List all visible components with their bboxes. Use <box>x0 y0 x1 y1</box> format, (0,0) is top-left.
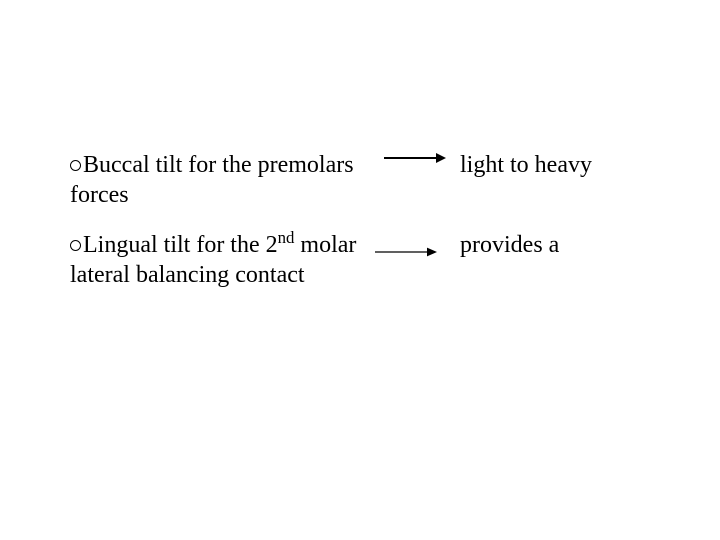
item1-left-line2: forces <box>70 182 129 208</box>
bullet-item-2-left: Lingual tilt for the 2nd molar lateral b… <box>70 230 380 290</box>
item2-left-post: molar <box>294 232 356 258</box>
item1-left-line1: Buccal tilt for the premolars <box>83 152 354 178</box>
bullet-icon <box>70 160 81 171</box>
arrow-icon <box>375 245 439 259</box>
item1-right: light to heavy <box>460 152 592 178</box>
bullet-item-1-left: Buccal tilt for the premolars forces <box>70 150 380 210</box>
arrow-icon <box>384 150 448 166</box>
item2-right: provides a <box>460 232 559 258</box>
bullet-item-1-right: light to heavy <box>460 150 660 180</box>
bullet-icon <box>70 240 81 251</box>
slide: Buccal tilt for the premolars forces lig… <box>0 0 720 540</box>
bullet-item-2-right: provides a <box>460 230 660 260</box>
item2-left-line2: lateral balancing contact <box>70 262 305 288</box>
item2-left-sup: nd <box>278 228 295 247</box>
item2-left-pre: Lingual tilt for the 2 <box>83 232 278 258</box>
